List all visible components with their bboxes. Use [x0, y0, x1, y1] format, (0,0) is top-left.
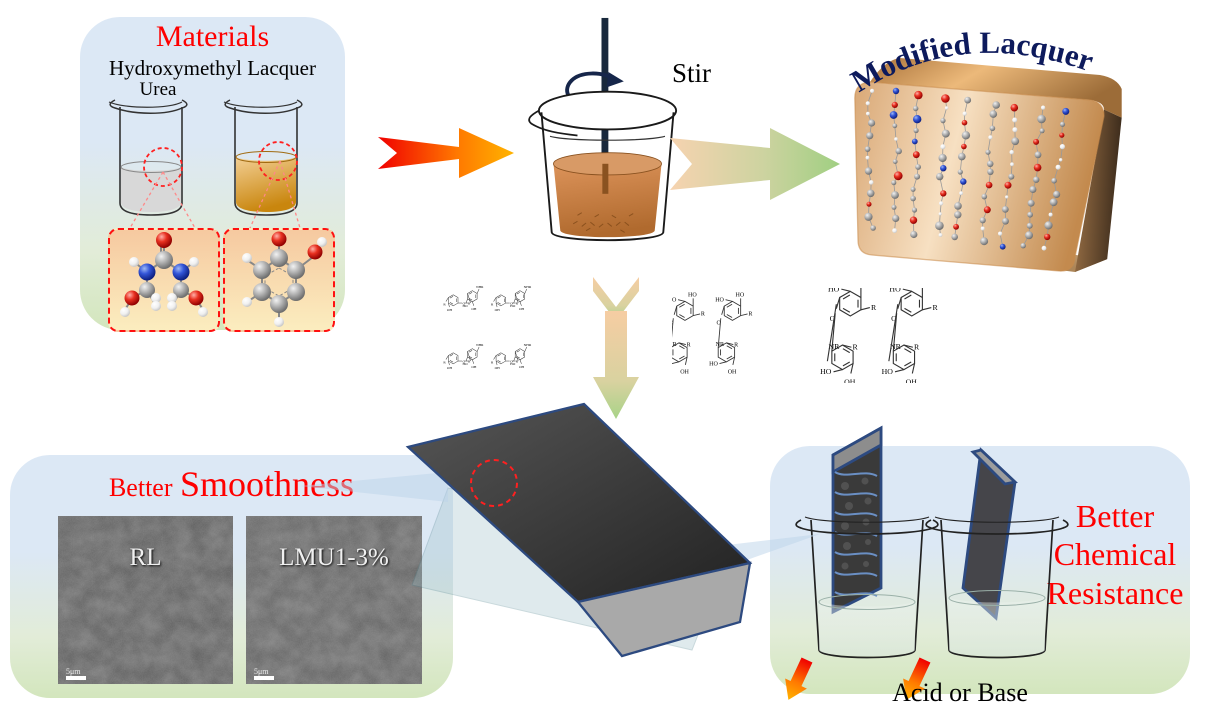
svg-text:HO: HO: [820, 367, 832, 376]
svg-text:HO: HO: [463, 362, 469, 366]
svg-text:OH: OH: [728, 370, 737, 376]
svg-text:HO: HO: [709, 361, 718, 367]
svg-text:HO: HO: [715, 297, 724, 303]
svg-text:OH: OH: [447, 308, 453, 312]
svg-text:R: R: [468, 360, 471, 364]
svg-text:HO: HO: [672, 297, 677, 303]
svg-text:OH: OH: [519, 365, 525, 369]
svg-text:HO: HO: [882, 367, 894, 376]
svg-text:OH: OH: [680, 370, 689, 376]
svg-text:R: R: [491, 303, 494, 307]
svg-text:HO: HO: [510, 304, 516, 308]
svg-text:NHR: NHR: [524, 285, 532, 289]
svg-text:R: R: [468, 302, 471, 306]
svg-text:OH: OH: [519, 307, 525, 311]
svg-text:R: R: [701, 312, 706, 318]
svg-text:R: R: [443, 361, 446, 365]
svg-text:R: R: [853, 342, 859, 351]
svg-text:HO: HO: [510, 362, 516, 366]
svg-text:R: R: [871, 303, 877, 312]
svg-text:NHR: NHR: [476, 285, 484, 289]
svg-text:R: R: [443, 303, 446, 307]
svg-text:NR: NR: [672, 342, 677, 348]
svg-text:R: R: [687, 342, 692, 348]
svg-text:OH: OH: [471, 365, 477, 369]
svg-text:OH: OH: [495, 366, 501, 370]
svg-text:R: R: [748, 312, 753, 318]
svg-text:OH: OH: [471, 307, 477, 311]
svg-text:HO: HO: [463, 304, 469, 308]
svg-text:R: R: [516, 302, 519, 306]
svg-text:HO: HO: [735, 293, 744, 299]
svg-text:OH: OH: [906, 378, 918, 383]
svg-text:HO: HO: [889, 288, 901, 293]
svg-text:OH: OH: [495, 308, 501, 312]
svg-text:R: R: [932, 303, 938, 312]
svg-text:HO: HO: [688, 293, 697, 299]
svg-text:OH: OH: [447, 366, 453, 370]
svg-text:OH: OH: [844, 378, 856, 383]
svg-text:R: R: [734, 342, 739, 348]
svg-text:NHR: NHR: [476, 343, 484, 347]
svg-text:R: R: [491, 361, 494, 365]
svg-text:NHR: NHR: [524, 343, 532, 347]
svg-text:HO: HO: [828, 288, 840, 293]
svg-text:R: R: [914, 342, 920, 351]
svg-text:R: R: [516, 360, 519, 364]
svg-text:NR: NR: [716, 342, 725, 348]
